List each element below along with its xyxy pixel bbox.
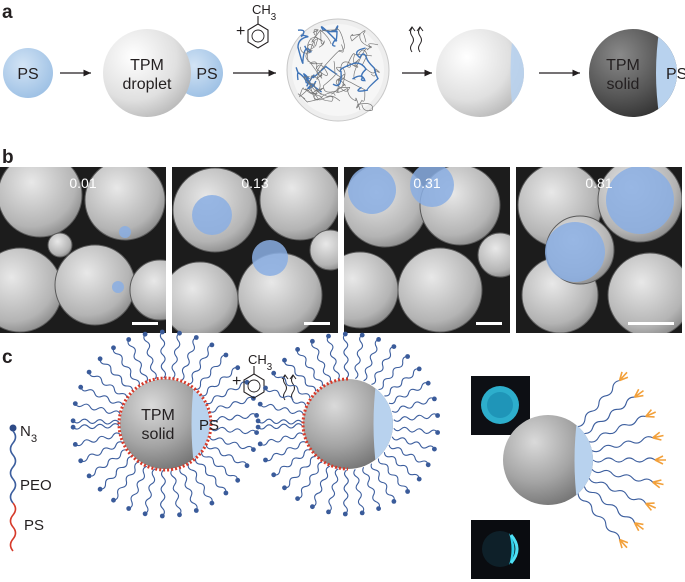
droplet-label-line2: droplet [123, 76, 172, 93]
plus-sign-c: + [232, 373, 241, 390]
ps-bead-label: PS [17, 66, 38, 83]
ps-patch [348, 167, 396, 214]
scale-bar [304, 322, 330, 325]
particle-label-line1: TPM [141, 407, 175, 424]
panel-letter-b: b [2, 147, 14, 168]
scale-bar [476, 322, 502, 325]
azide-end-group [9, 424, 17, 432]
volume-ratio-label: 0.31 [413, 175, 440, 191]
scale-bar [628, 322, 674, 325]
chain-end-label: N3 [20, 423, 37, 445]
brush-particle-rearranged [255, 331, 440, 517]
scale-bar [132, 322, 158, 325]
ps-patch [606, 167, 674, 234]
benzene-ring-icon [243, 373, 265, 399]
chain-tail-label: PS [24, 517, 44, 534]
droplet-ps-label: PS [196, 66, 217, 83]
ps-patch [252, 240, 288, 276]
swollen-mixture [286, 18, 390, 122]
panel-b: b 0.01 0.13 0.31 0.81 [0, 147, 682, 333]
panel-letter-a: a [2, 2, 13, 23]
volume-ratio-label: 0.01 [69, 175, 96, 191]
plus-sign: + [236, 23, 245, 40]
ps-bead: PS [3, 48, 53, 98]
polymer-chain-legend: N3 PEO PS [9, 423, 52, 552]
tpm-droplet-with-ps: TPM droplet PS [103, 29, 223, 117]
fluorescence-inset-patch [471, 520, 530, 579]
ps-patch [192, 195, 232, 235]
heat-wavy-arrows-icon [408, 26, 424, 53]
panel-letter-c: c [2, 347, 13, 368]
tpm-solid-with-ps: TPM solid PS [589, 29, 685, 117]
toluene-addition-c: + CH3 [232, 352, 272, 399]
solid-label-line2: solid [607, 76, 640, 93]
fluorescence-inset-uniform [471, 376, 530, 435]
droplet-label-line1: TPM [130, 57, 164, 74]
panel-a: a PS TPM droplet PS + CH3 [2, 2, 685, 122]
sem-micrograph [172, 167, 338, 333]
reagent-label: CH3 [252, 2, 276, 23]
volume-ratio-label: 0.13 [241, 175, 268, 191]
ps-patch [112, 281, 124, 293]
ps-patch [119, 226, 131, 238]
volume-ratio-label: 0.81 [585, 175, 612, 191]
phase-separated-sphere [436, 29, 524, 117]
solid-label-line1: TPM [606, 57, 640, 74]
benzene-ring-icon [247, 23, 269, 49]
chain-mid-label: PEO [20, 477, 52, 494]
sem-micrograph [516, 167, 682, 333]
brush-particle-solid: TPM solid PS [70, 329, 259, 519]
toluene-addition: + CH3 [236, 2, 276, 49]
solid-ps-label: PS [666, 66, 685, 83]
particle-label-line2: solid [142, 426, 175, 443]
ps-patch [410, 167, 454, 207]
particle-ps-label: PS [199, 417, 219, 434]
peo-segment [9, 430, 17, 504]
sem-micrograph [0, 167, 166, 333]
ps-patch [545, 222, 605, 282]
sem-micrograph [344, 167, 510, 333]
panel-c: c N3 PEO PS TPM solid PS + [2, 329, 666, 579]
reagent-label-c: CH3 [248, 352, 272, 373]
ps-segment [9, 502, 17, 552]
